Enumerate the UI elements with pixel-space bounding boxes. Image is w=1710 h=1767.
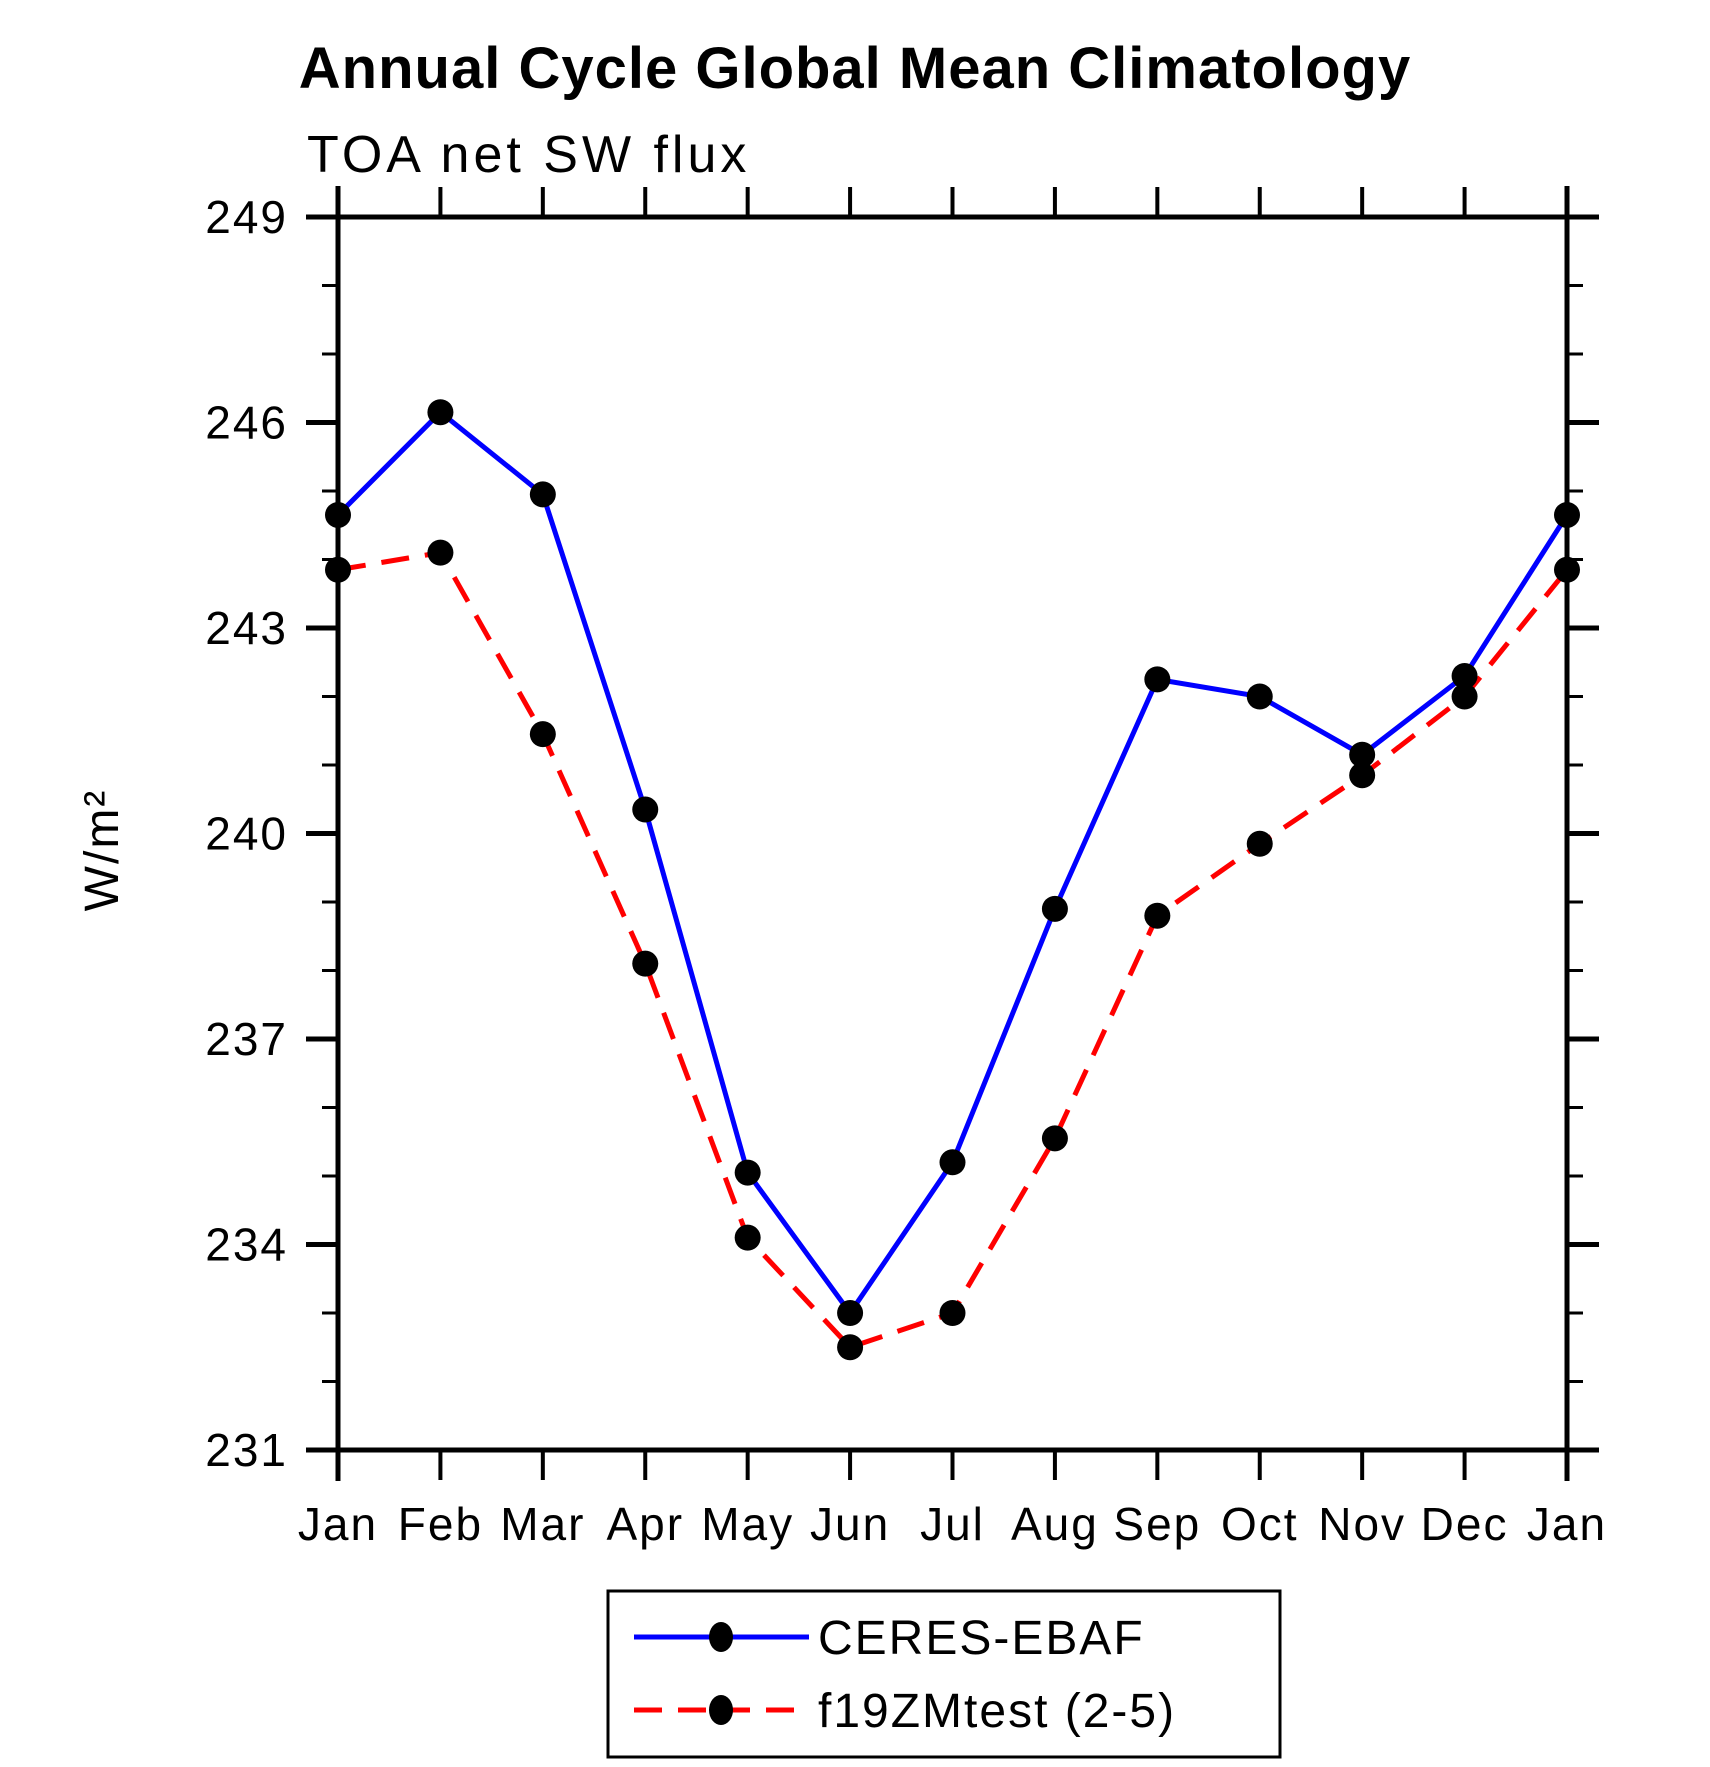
legend-label: f19ZMtest (2-5) (818, 1685, 1176, 1738)
legend-sample-marker (709, 1695, 733, 1725)
data-point-marker (1246, 830, 1273, 857)
x-axis-month-label: Apr (606, 1498, 684, 1550)
legend-label: CERES-EBAF (818, 1612, 1145, 1665)
data-point-marker (1349, 741, 1376, 768)
data-point-marker (325, 556, 351, 583)
x-axis-month-label: Jan (298, 1498, 378, 1550)
data-point-marker (734, 1224, 761, 1251)
axis-ticks (306, 187, 1599, 1480)
x-axis-month-label: Jul (920, 1498, 985, 1550)
data-point-marker (427, 539, 454, 566)
plot-axes (307, 186, 1598, 1481)
chart-subtitle: TOA net SW flux (307, 126, 750, 184)
y-axis-tick-label: 231 (205, 1424, 288, 1476)
y-axis-tick-label: 249 (205, 191, 288, 243)
data-point-marker (939, 1300, 966, 1326)
x-axis-month-label: Jan (1527, 1498, 1607, 1550)
legend-box (606, 1589, 1282, 1759)
x-axis-month-label: Mar (500, 1498, 585, 1550)
x-axis-month-label: Feb (398, 1498, 483, 1550)
series-line-ceres-ebaf (336, 408, 1570, 1318)
x-axis-month-label: Sep (1113, 1498, 1201, 1550)
x-axis-month-label: Nov (1318, 1498, 1406, 1550)
data-point-marker (1349, 762, 1376, 789)
x-axis-month-label: May (701, 1498, 794, 1550)
axis-tick-labels: 231 234 237 240 243 246 249 Jan Feb Mar Apr May Jun J… (205, 191, 1607, 1550)
x-axis-month-label: Jun (810, 1498, 890, 1550)
data-point-marker (1554, 556, 1580, 583)
data-point-marker (529, 481, 556, 508)
data-point-marker (1041, 895, 1068, 922)
y-axis-tick-label: 246 (205, 397, 288, 449)
data-point-marker (1144, 902, 1171, 929)
data-point-marker (939, 1149, 966, 1176)
data-point-marker (529, 721, 556, 748)
data-point-marker (1144, 666, 1171, 693)
y-axis-label: W/m² (76, 789, 129, 912)
y-axis-tick-label: 237 (205, 1013, 288, 1065)
data-markers (325, 399, 1580, 1361)
y-axis-tick-label: 240 (205, 808, 288, 860)
data-point-marker (1246, 683, 1273, 710)
data-point-marker (1451, 662, 1478, 689)
data-point-marker (1041, 1125, 1068, 1152)
x-axis-month-label: Dec (1421, 1498, 1509, 1550)
data-point-marker (1451, 683, 1478, 710)
data-point-marker (325, 501, 351, 528)
data-point-marker (427, 399, 454, 426)
legend: CERES-EBAF f19ZMtest (2-5) (606, 1589, 1282, 1759)
x-axis-month-label: Aug (1011, 1498, 1099, 1550)
y-axis-tick-label: 243 (205, 602, 288, 654)
x-axis-month-label: Oct (1221, 1498, 1299, 1550)
data-point-marker (1554, 501, 1580, 528)
y-axis-tick-label: 234 (205, 1219, 288, 1271)
data-point-marker (837, 1334, 864, 1361)
legend-sample-marker (709, 1622, 733, 1652)
data-series (336, 408, 1570, 1351)
data-point-marker (632, 796, 659, 823)
data-point-marker (837, 1300, 864, 1326)
series-line-f19zmtest-2-5 (337, 549, 1569, 1351)
data-point-marker (734, 1159, 761, 1186)
data-point-marker (632, 950, 659, 977)
chart-title: Annual Cycle Global Mean Climatology (299, 36, 1411, 101)
